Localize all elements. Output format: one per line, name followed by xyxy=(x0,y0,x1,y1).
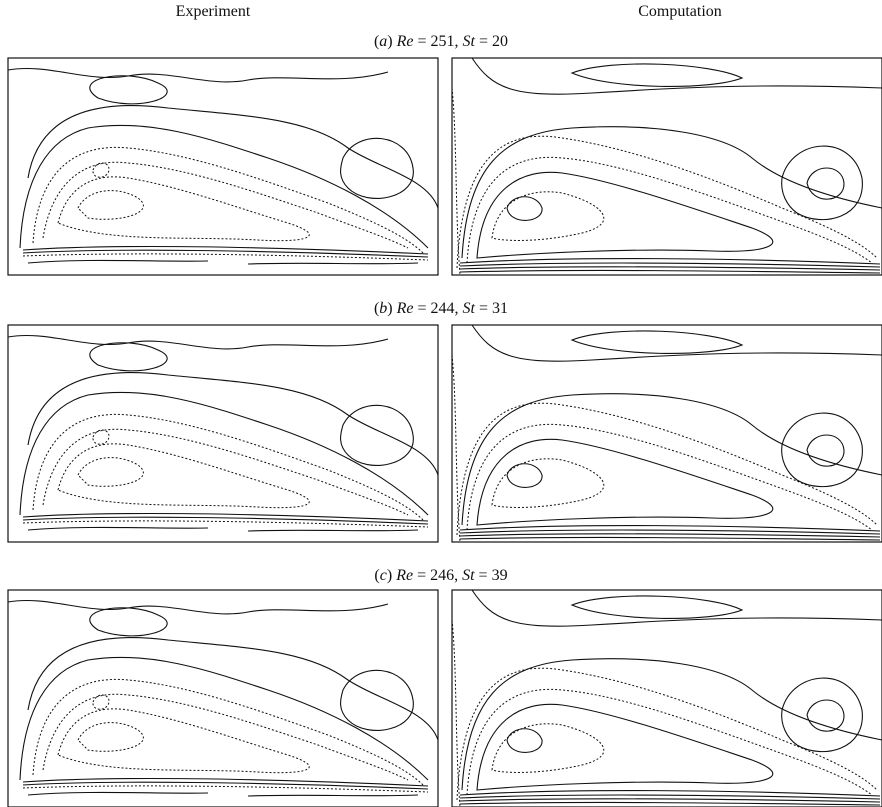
row-label: (c) Re = 246, St = 39 xyxy=(374,567,507,584)
label-part: c xyxy=(380,567,387,584)
label-part: b xyxy=(379,300,387,317)
label-part: St xyxy=(463,300,476,317)
label-part: = 244, xyxy=(414,300,463,317)
column-header: Experiment xyxy=(176,3,251,20)
row-label: (a) Re = 251, St = 20 xyxy=(374,33,508,50)
label-part: St xyxy=(462,567,475,584)
label-part: St xyxy=(463,33,476,50)
label-part: a xyxy=(379,33,387,50)
label-part: = 31 xyxy=(475,300,508,317)
label-part: = 246, xyxy=(413,567,462,584)
label-part: Re xyxy=(396,300,414,317)
label-part: ( xyxy=(374,300,379,317)
row-label: (b) Re = 244, St = 31 xyxy=(374,300,508,317)
label-part: = 251, xyxy=(414,33,463,50)
label-part: ) xyxy=(387,33,396,50)
label-part: ( xyxy=(374,567,379,584)
label-part: = 39 xyxy=(475,567,508,584)
label-part: Re xyxy=(395,567,413,584)
label-part: ) xyxy=(387,567,396,584)
label-part: = 20 xyxy=(475,33,508,50)
label-part: ( xyxy=(374,33,379,50)
column-header: Computation xyxy=(638,3,722,20)
label-part: Re xyxy=(396,33,414,50)
label-part: ) xyxy=(387,300,396,317)
